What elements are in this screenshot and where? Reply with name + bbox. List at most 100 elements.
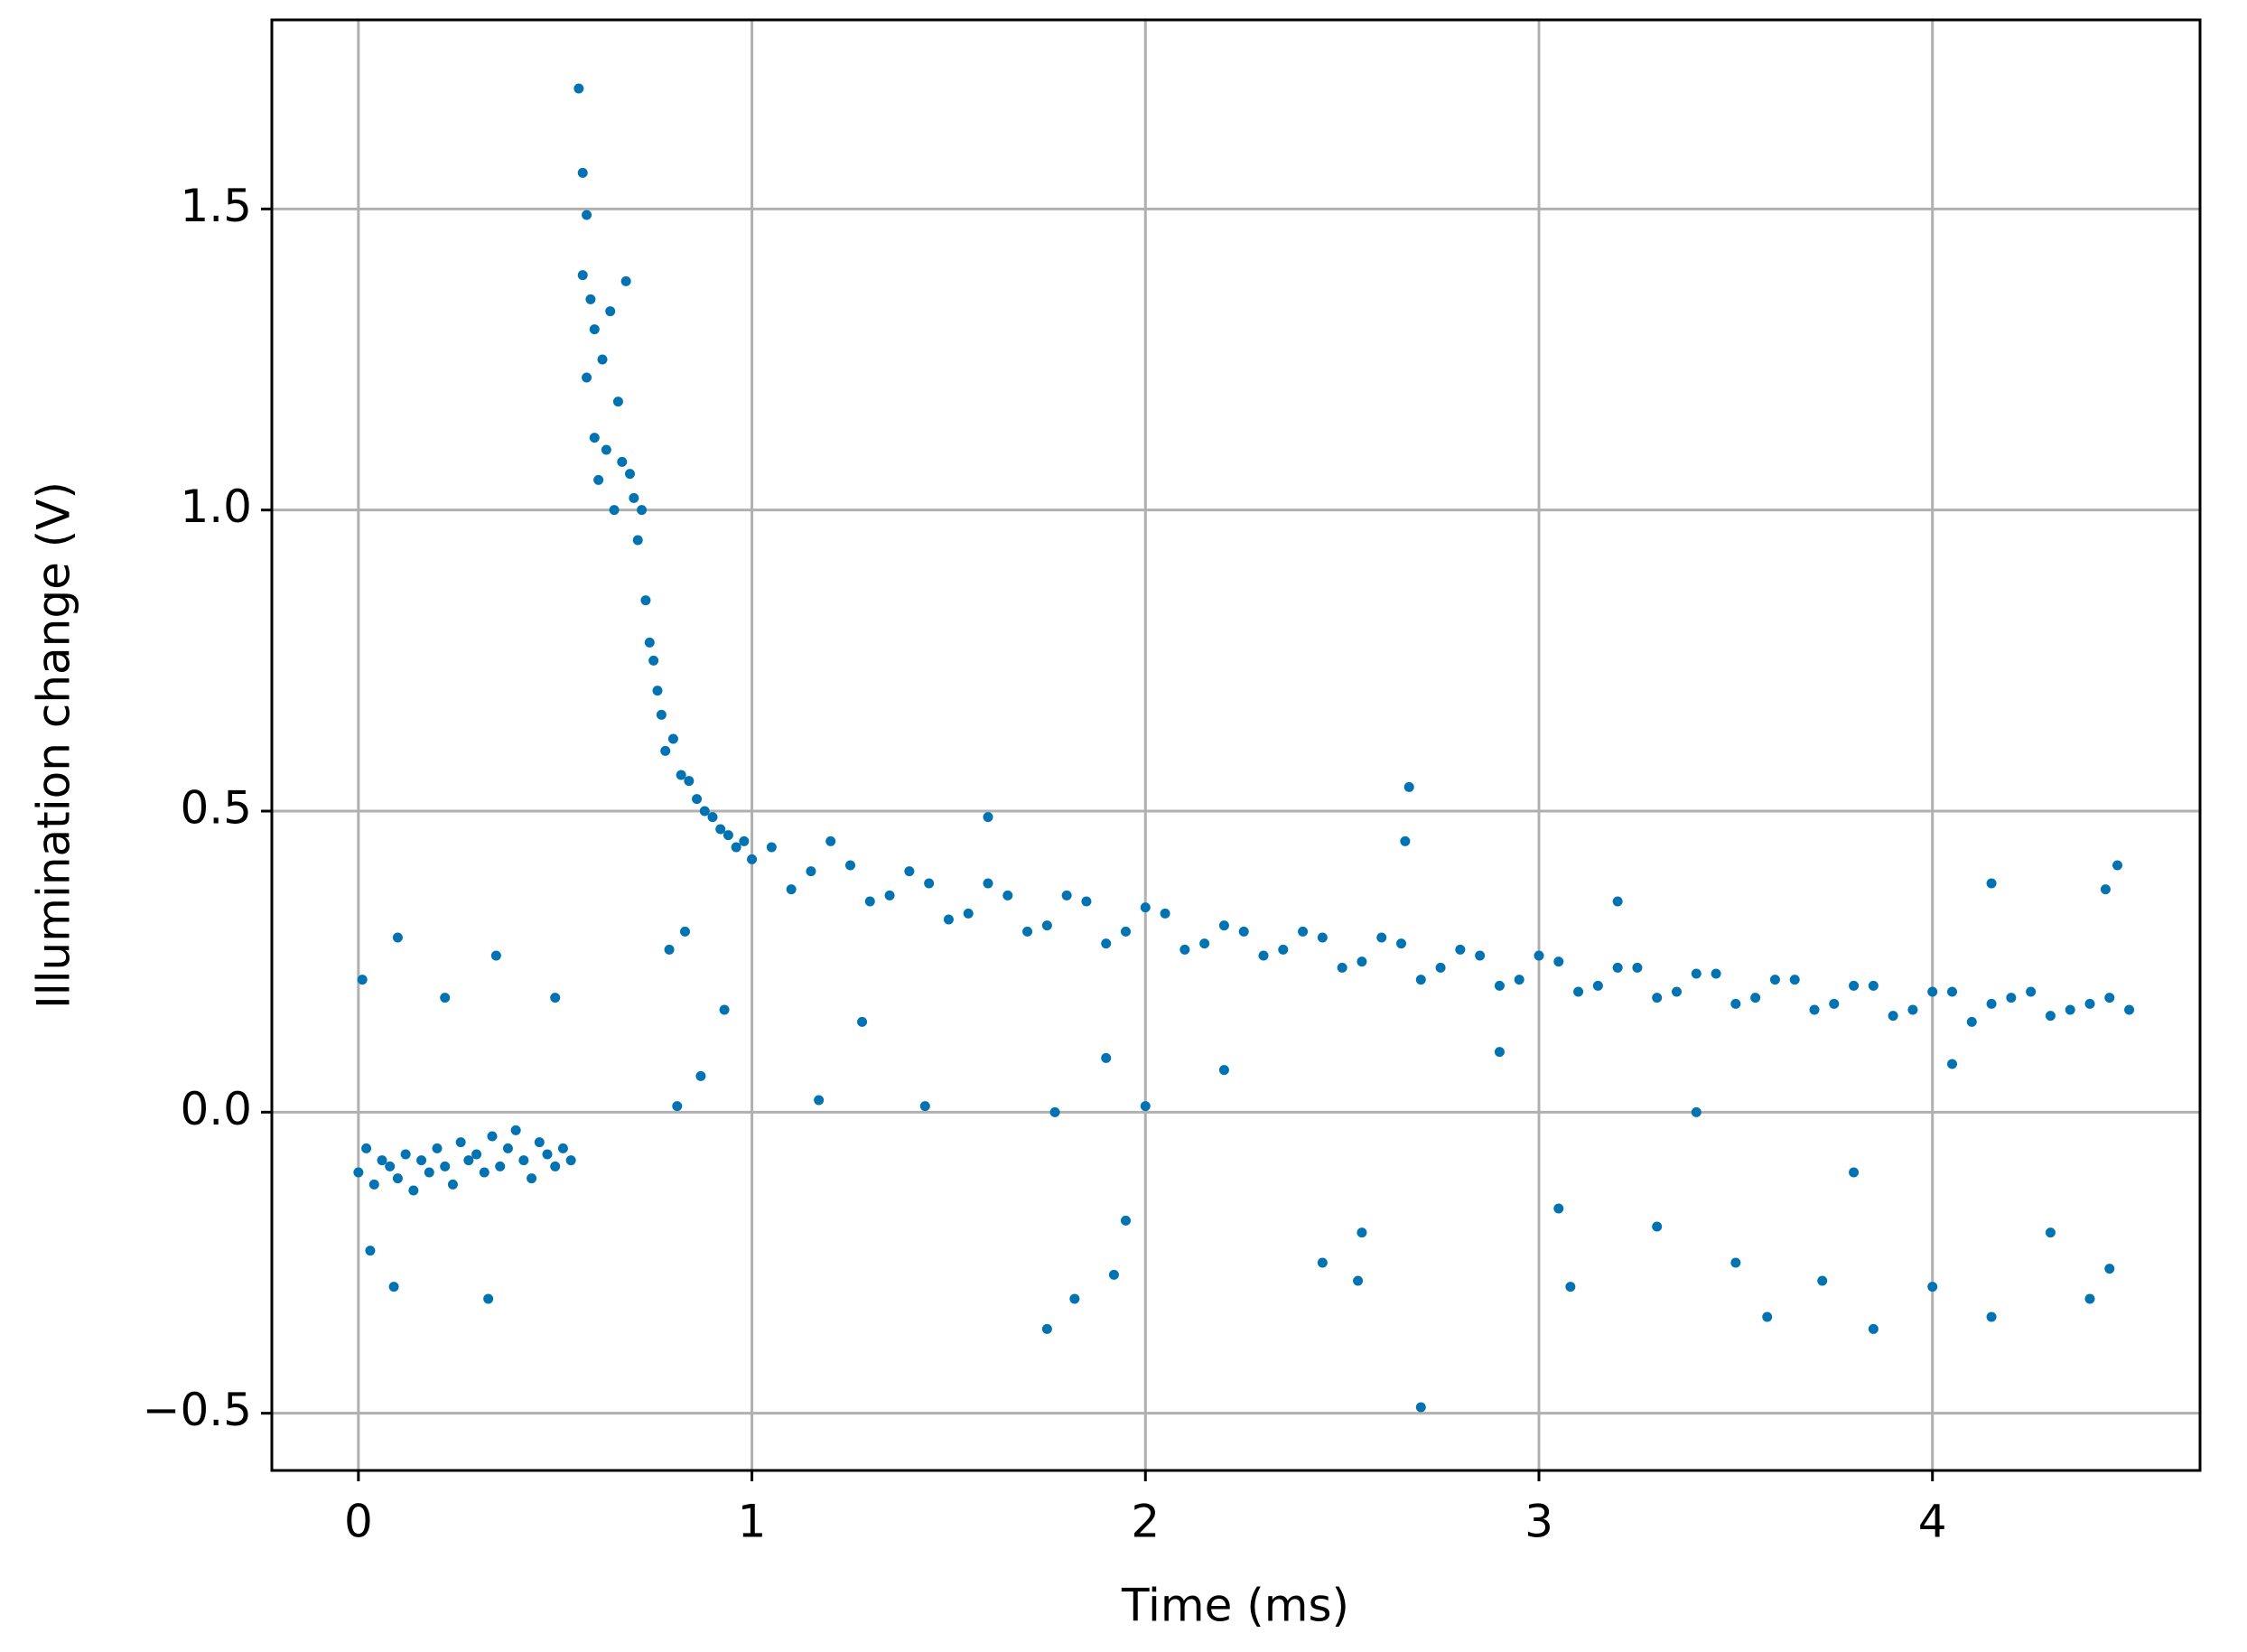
point — [1888, 1011, 1898, 1022]
point — [550, 1161, 561, 1171]
point — [1317, 932, 1328, 943]
point — [1475, 950, 1486, 961]
point — [2045, 1227, 2056, 1238]
point — [1947, 1059, 1957, 1069]
point — [637, 505, 648, 516]
point — [664, 944, 675, 955]
point — [577, 167, 588, 178]
point — [585, 294, 596, 304]
point — [1415, 975, 1426, 985]
point — [1849, 1167, 1860, 1178]
point — [719, 1004, 730, 1015]
point — [2104, 1264, 2115, 1274]
y-tick-label: 0.5 — [180, 782, 252, 835]
point — [1573, 986, 1584, 997]
x-tick-label: 4 — [1918, 1496, 1947, 1548]
point — [1691, 968, 1702, 979]
point — [864, 896, 875, 907]
point — [550, 993, 561, 1003]
point — [2065, 1004, 2075, 1015]
point — [845, 860, 855, 871]
point — [1691, 1106, 1702, 1117]
point — [692, 794, 703, 805]
point — [582, 210, 592, 220]
point — [731, 842, 741, 853]
point — [919, 1101, 930, 1112]
point — [983, 812, 993, 823]
point — [2026, 986, 2037, 997]
point — [593, 474, 604, 485]
point — [1868, 1323, 1879, 1334]
point — [1632, 962, 1643, 973]
point — [416, 1155, 427, 1166]
point — [1592, 980, 1603, 991]
point — [392, 932, 403, 943]
point — [1986, 998, 1997, 1009]
point — [557, 1143, 568, 1153]
point — [495, 1161, 506, 1171]
point — [2045, 1011, 2056, 1022]
point — [400, 1149, 411, 1160]
point — [786, 884, 797, 895]
point — [353, 1167, 364, 1178]
point — [676, 770, 686, 780]
point — [609, 505, 620, 516]
point — [983, 878, 993, 889]
point — [1672, 986, 1682, 997]
point — [684, 776, 695, 787]
point — [632, 535, 643, 546]
point — [857, 1016, 868, 1027]
point — [612, 397, 623, 407]
point — [542, 1149, 553, 1160]
point — [582, 372, 592, 383]
point — [510, 1125, 521, 1135]
point — [2124, 1004, 2135, 1015]
point — [1041, 1323, 1052, 1334]
point — [1101, 938, 1112, 949]
point — [699, 806, 710, 817]
point — [680, 926, 690, 937]
point — [884, 890, 895, 901]
point — [1108, 1269, 1119, 1280]
point — [1730, 998, 1741, 1009]
point — [1002, 890, 1013, 901]
point — [440, 993, 451, 1003]
point — [1101, 1052, 1112, 1063]
point — [483, 1293, 494, 1304]
point — [1553, 957, 1564, 967]
point — [490, 950, 501, 961]
point — [766, 842, 777, 853]
point — [589, 433, 600, 443]
point — [1238, 926, 1249, 937]
y-tick-label: 0.0 — [180, 1083, 252, 1135]
point — [1514, 975, 1524, 985]
point — [672, 1101, 683, 1112]
point — [715, 824, 726, 835]
x-tick-label: 3 — [1524, 1496, 1553, 1548]
point — [620, 275, 631, 286]
point — [1534, 950, 1544, 961]
point — [447, 1179, 458, 1190]
point — [1415, 1402, 1426, 1413]
point — [1711, 968, 1721, 979]
point — [1849, 980, 1860, 991]
point — [1817, 1275, 1828, 1286]
point — [747, 854, 758, 864]
x-axis-label: Time (ms) — [1121, 1580, 1349, 1632]
point — [707, 812, 718, 823]
point — [2112, 860, 2122, 871]
point — [1041, 920, 1052, 931]
y-tick-label: 1.0 — [180, 481, 252, 533]
point — [1081, 896, 1092, 907]
point — [1769, 975, 1780, 985]
point — [640, 595, 651, 606]
point — [806, 866, 816, 877]
point — [487, 1131, 498, 1142]
point — [1565, 1282, 1576, 1293]
point — [1396, 938, 1406, 949]
point — [1121, 926, 1131, 937]
point — [629, 492, 639, 503]
point — [534, 1137, 545, 1148]
